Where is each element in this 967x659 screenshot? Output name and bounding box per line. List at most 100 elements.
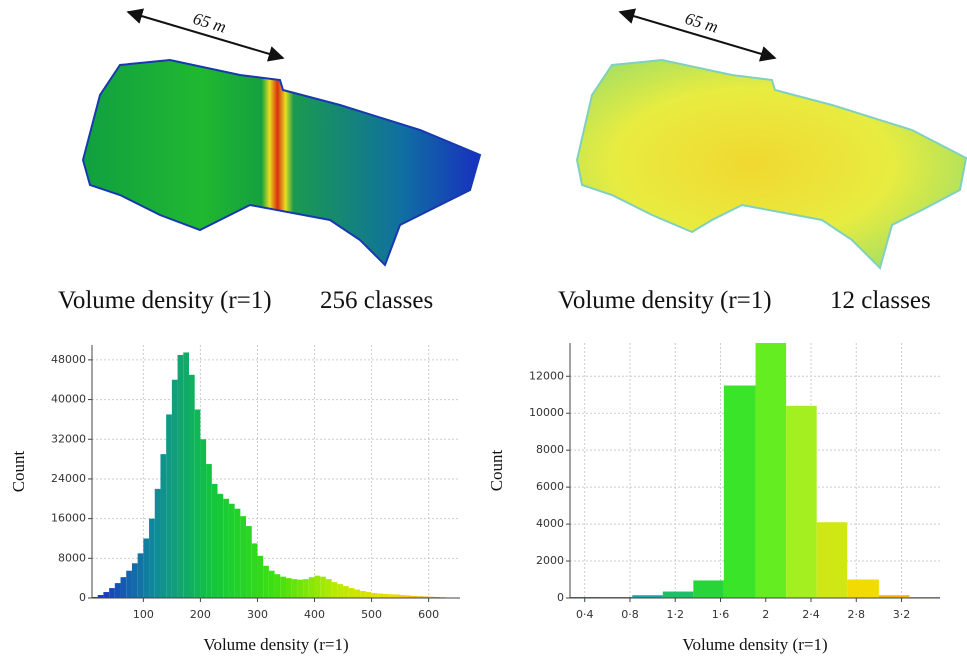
bar [171,379,178,598]
cloud-shape [81,58,482,267]
bar [348,588,355,598]
caption: Volume density (r=1) [558,287,772,314]
bar [816,522,848,598]
bar [223,498,229,598]
bar [268,570,275,598]
x-tick-label: 400 [304,608,325,621]
bar [394,594,401,598]
bar [428,596,435,598]
bar [382,594,389,598]
bar [847,579,879,598]
x-tick-label: 1·6 [712,608,730,621]
bar [211,483,218,598]
histogram-chart: 0 2000 4000 6000 8000 10000 12000 0·4 0·8 1·2 1·6 2… [487,343,940,654]
bar [417,596,423,598]
y-axis-label: Count [9,450,28,492]
bar [755,343,787,598]
scale-arrow [618,8,777,62]
cloud-shape [575,58,967,270]
bar [371,593,378,598]
y-tick-label: 4000 [536,517,564,530]
x-tick-label: 2·8 [848,608,866,621]
bar [365,592,372,598]
bar [280,576,286,598]
x-tick-label: 100 [133,608,154,621]
caption: Volume density (r=1) [58,287,272,314]
bar [291,579,298,598]
y-tick-label: 16000 [51,512,86,525]
bar [143,538,150,598]
x-axis-label: Volume density (r=1) [682,635,827,654]
bar [285,578,292,598]
histogram-chart: 0 8000 16000 24000 32000 40000 48000 100 200 300 4… [9,345,460,654]
bar [160,454,167,598]
bar [114,583,121,598]
bar [878,595,910,598]
x-tick-label: 2 [762,608,769,621]
bar [177,354,184,598]
bar [246,526,252,598]
y-tick-label: 40000 [51,393,86,406]
bar [314,575,321,598]
bar [251,543,258,598]
bar [632,595,663,598]
bar [137,553,144,598]
bar [297,579,304,598]
bar [405,595,412,598]
bar [217,493,224,598]
bar [263,565,269,598]
bar [411,596,418,598]
caption-classes: 12 classes [830,287,931,314]
bar [693,580,724,598]
bar [331,582,338,598]
bar [131,563,138,598]
point-cloud-left: 65 m Volume density (r=1) 256 classes [58,8,482,314]
bar [154,488,161,598]
bar [343,586,349,598]
bar [103,592,110,598]
x-tick-label: 3·2 [893,608,911,621]
x-tick-label: 0·8 [621,608,639,621]
point-cloud-right: 65 m Volume density (r=1) 12 classes [558,8,967,314]
bar [786,405,817,598]
bar [388,594,395,598]
y-tick-label: 0 [79,591,86,604]
bar [206,464,212,598]
bar [320,576,326,598]
y-tick-label: 24000 [51,472,86,485]
y-tick-label: 48000 [51,353,86,366]
bar [97,595,104,598]
bar [360,591,366,598]
bar [120,577,127,598]
bar [422,596,429,598]
x-tick-label: 500 [361,608,382,621]
bar [166,414,172,598]
x-tick-label: 600 [418,608,439,621]
x-tick-label: 300 [247,608,268,621]
bar [188,374,195,598]
bar [662,591,694,598]
bar [240,516,247,598]
bar [228,503,235,598]
bar [183,352,189,598]
y-axis-label: Count [487,449,506,491]
bar [400,595,406,598]
bar [354,589,361,598]
bar [194,409,201,598]
bar [325,579,332,598]
x-tick-label: 2·4 [802,608,820,621]
bar [109,588,115,598]
bar [200,439,207,598]
bar [126,570,132,598]
x-axis-label: Volume density (r=1) [203,635,348,654]
y-tick-label: 6000 [536,480,564,493]
bar [149,518,155,598]
bar [723,385,756,598]
y-tick-label: 8000 [536,443,564,456]
bar [308,577,315,598]
y-tick-label: 8000 [58,551,86,564]
y-tick-label: 0 [557,591,564,604]
bar [303,579,309,598]
y-tick-label: 2000 [536,554,564,567]
y-tick-label: 10000 [529,406,564,419]
